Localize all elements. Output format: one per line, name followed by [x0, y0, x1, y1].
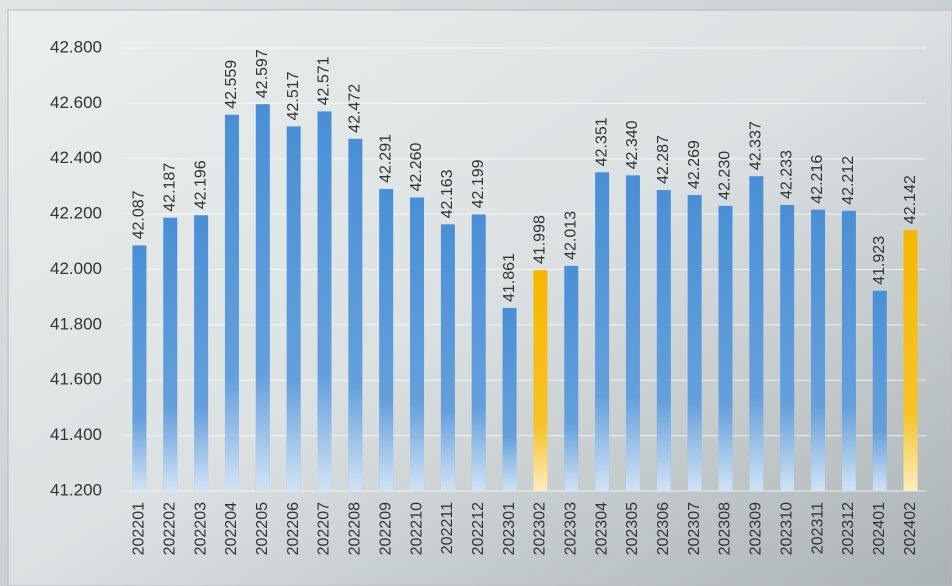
value-label: 42.212 — [840, 156, 857, 205]
x-tick-label: 202206 — [285, 502, 302, 555]
bar-shade — [163, 217, 178, 492]
y-tick-label: 41.800 — [50, 314, 102, 333]
value-label: 42.291 — [377, 134, 394, 183]
bar-shade — [595, 172, 610, 491]
value-label: 42.351 — [593, 117, 610, 166]
value-label: 42.142 — [902, 175, 919, 224]
y-tick-label: 41.600 — [50, 370, 102, 389]
x-tick-label: 202310 — [778, 502, 795, 555]
value-label: 41.998 — [532, 215, 549, 264]
bar-shade — [564, 265, 579, 491]
x-tick-label: 202211 — [439, 502, 456, 554]
x-tick-label: 202302 — [532, 502, 549, 555]
bar-shade — [132, 245, 147, 491]
value-label: 41.923 — [871, 236, 888, 285]
x-tick-label: 202301 — [501, 502, 518, 555]
value-label: 42.269 — [686, 140, 703, 189]
x-tick-label: 202209 — [377, 502, 394, 555]
value-label: 42.163 — [439, 169, 456, 218]
x-tick-label: 202401 — [871, 502, 888, 555]
y-tick-label: 42.400 — [50, 148, 102, 167]
value-label: 42.517 — [285, 71, 302, 120]
bar-shade — [440, 224, 455, 491]
bar-shade — [687, 195, 702, 491]
value-label: 42.472 — [347, 84, 364, 133]
bar-shade — [502, 307, 517, 491]
bar-shade — [749, 176, 764, 492]
value-label: 42.230 — [717, 151, 734, 200]
bar-shade — [286, 126, 301, 491]
bar-shade — [379, 188, 394, 491]
x-tick-label: 202307 — [686, 502, 703, 555]
value-label: 42.187 — [161, 163, 178, 212]
bar-shade — [872, 290, 887, 491]
value-label: 42.571 — [316, 56, 333, 105]
bar-shade — [656, 190, 671, 492]
bar-shade — [718, 205, 733, 491]
bar-shade — [811, 209, 826, 491]
bar-shade — [625, 175, 640, 492]
value-label: 42.559 — [223, 60, 240, 109]
value-label: 42.199 — [470, 159, 487, 208]
bar-shade — [533, 270, 548, 491]
bar-shade — [194, 215, 209, 492]
x-tick-label: 202311 — [809, 502, 826, 554]
x-tick-label: 202204 — [223, 502, 240, 555]
x-tick-label: 202207 — [316, 502, 333, 555]
x-tick-label: 202305 — [624, 502, 641, 555]
value-label: 42.597 — [254, 49, 271, 98]
x-tick-label: 202306 — [655, 502, 672, 555]
value-label: 42.233 — [778, 150, 795, 199]
x-tick-label: 202205 — [254, 502, 271, 555]
value-label: 41.861 — [501, 253, 518, 302]
bar-shade — [410, 197, 425, 491]
value-label: 42.216 — [809, 155, 826, 204]
y-tick-label: 42.600 — [50, 93, 102, 112]
x-tick-label: 202309 — [748, 502, 765, 555]
bar-shade — [255, 104, 270, 491]
bar-shade — [348, 138, 363, 491]
x-tick-label: 202208 — [347, 502, 364, 555]
x-tick-label: 202304 — [593, 502, 610, 555]
bar-shade — [471, 214, 486, 492]
bar-shade — [224, 114, 239, 492]
value-label: 42.013 — [562, 211, 579, 260]
y-tick-label: 42.000 — [50, 259, 102, 278]
value-label: 42.340 — [624, 120, 641, 169]
x-tick-label: 202303 — [562, 502, 579, 555]
value-label: 42.260 — [408, 142, 425, 191]
x-tick-label: 202312 — [840, 502, 857, 555]
x-tick-label: 202210 — [408, 502, 425, 555]
bar-shade — [317, 111, 332, 492]
value-label: 42.196 — [192, 160, 209, 209]
y-tick-label: 42.200 — [50, 204, 102, 223]
value-label: 42.287 — [655, 135, 672, 184]
x-tick-label: 202212 — [470, 502, 487, 555]
y-tick-label: 41.200 — [50, 480, 102, 499]
bar-shade — [780, 204, 795, 491]
x-tick-label: 202202 — [161, 502, 178, 555]
x-tick-label: 202201 — [131, 502, 148, 555]
x-tick-label: 202402 — [902, 502, 919, 555]
value-label: 42.337 — [748, 121, 765, 170]
y-tick-label: 41.400 — [50, 425, 102, 444]
value-label: 42.087 — [131, 190, 148, 239]
x-tick-label: 202203 — [192, 502, 209, 555]
bar-shade — [903, 230, 918, 491]
y-tick-label: 42.800 — [50, 37, 102, 56]
bar-shade — [841, 210, 856, 492]
x-tick-label: 202308 — [717, 502, 734, 555]
